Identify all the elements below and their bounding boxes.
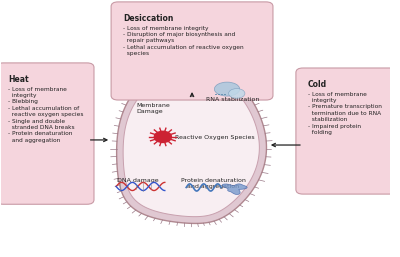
Circle shape [154,131,172,142]
Text: - Loss of membrane
  integrity
- Premature transcription
  termination due to RN: - Loss of membrane integrity - Premature… [308,92,382,135]
Text: Cold: Cold [308,80,327,89]
Text: Protein denaturation
and aggregation: Protein denaturation and aggregation [181,178,246,189]
Text: Reactive Oxygen Species: Reactive Oxygen Species [174,135,254,140]
Text: - Loss of membrane integrity
- Disruption of major biosynthesis and
  repair pat: - Loss of membrane integrity - Disruptio… [123,25,244,56]
Polygon shape [117,60,266,223]
Text: DNA damage: DNA damage [117,178,158,183]
Ellipse shape [214,82,240,96]
FancyBboxPatch shape [0,63,94,204]
Text: - Loss of membrane
  integrity
- Blebbing
- Lethal accumulation of
  reactive ox: - Loss of membrane integrity - Blebbing … [8,87,84,143]
Text: RNA stabilization: RNA stabilization [206,97,259,102]
FancyBboxPatch shape [296,68,396,194]
FancyBboxPatch shape [111,2,273,100]
Polygon shape [123,68,259,217]
Text: Heat: Heat [8,75,29,84]
Polygon shape [222,184,247,195]
Text: Membrane
Damage: Membrane Damage [137,103,170,114]
Ellipse shape [229,89,245,98]
Text: Desiccation: Desiccation [123,14,174,23]
